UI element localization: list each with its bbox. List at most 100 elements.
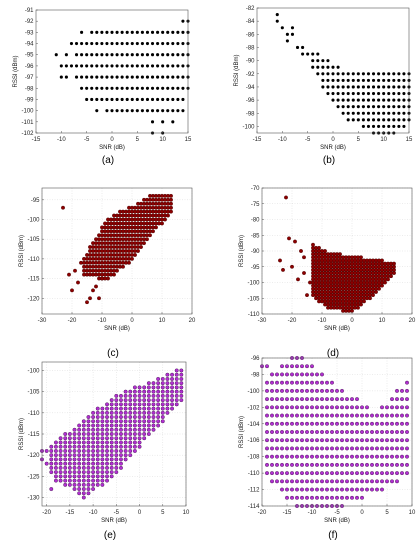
- data-point: [49, 449, 54, 453]
- data-point: [95, 465, 100, 470]
- data-point: [345, 454, 349, 459]
- x-tick-label: 5: [357, 137, 361, 143]
- data-point: [160, 221, 164, 226]
- data-point: [330, 495, 334, 500]
- data-point: [380, 258, 384, 263]
- data-point: [114, 449, 119, 453]
- data-point: [280, 471, 284, 476]
- data-point: [325, 446, 329, 451]
- data-point: [366, 98, 371, 102]
- data-point: [135, 42, 139, 46]
- data-point: [160, 415, 165, 419]
- data-point: [105, 415, 109, 419]
- data-point: [95, 449, 100, 453]
- y-tick-label: -86: [246, 32, 255, 38]
- data-point: [137, 444, 142, 449]
- data-point: [361, 91, 365, 96]
- data-point: [95, 86, 99, 90]
- data-point: [146, 402, 151, 407]
- data-point: [110, 53, 114, 57]
- data-point: [340, 495, 344, 500]
- data-point: [330, 446, 334, 451]
- data-point: [346, 105, 350, 109]
- data-point: [114, 444, 119, 449]
- data-point: [128, 436, 133, 441]
- data-point: [330, 430, 334, 434]
- data-point: [145, 86, 150, 90]
- data-point: [371, 98, 376, 102]
- data-point: [151, 229, 155, 234]
- data-point: [77, 470, 82, 475]
- data-point: [295, 421, 299, 426]
- y-tick-label: -84: [246, 19, 255, 25]
- data-point: [320, 479, 324, 484]
- data-point: [142, 415, 147, 419]
- data-point: [321, 85, 325, 89]
- data-point: [148, 233, 152, 238]
- data-point: [179, 368, 184, 373]
- data-point: [340, 413, 344, 418]
- data-point: [346, 98, 350, 102]
- data-point: [310, 454, 314, 459]
- data-point: [161, 109, 165, 113]
- data-point: [140, 97, 144, 101]
- data-point: [105, 410, 109, 415]
- panel-caption: (d): [327, 348, 339, 359]
- data-point: [392, 91, 396, 96]
- data-point: [320, 495, 324, 500]
- data-point: [58, 474, 63, 479]
- data-point: [86, 457, 91, 462]
- data-point: [151, 385, 156, 390]
- data-point: [114, 423, 119, 428]
- data-point: [105, 30, 109, 34]
- data-point: [265, 454, 269, 459]
- data-point: [275, 438, 279, 443]
- data-point: [86, 461, 91, 466]
- data-point: [91, 415, 96, 419]
- data-point: [125, 109, 129, 113]
- data-point: [350, 495, 354, 500]
- data-point: [179, 393, 184, 398]
- data-point: [338, 252, 342, 257]
- y-tick-label: -98: [246, 111, 255, 117]
- data-point: [316, 65, 320, 69]
- data-point: [300, 487, 304, 492]
- data-point: [165, 377, 170, 381]
- data-point: [280, 421, 284, 426]
- data-point: [405, 421, 409, 426]
- data-point: [280, 430, 284, 434]
- data-point: [326, 85, 330, 89]
- data-point: [300, 388, 304, 393]
- data-point: [137, 402, 142, 407]
- data-point: [382, 85, 386, 89]
- data-point: [140, 30, 144, 34]
- data-point: [105, 427, 109, 432]
- data-point: [350, 487, 354, 492]
- data-point: [305, 380, 309, 385]
- y-tick-label: -105: [247, 296, 260, 302]
- data-point: [151, 419, 156, 424]
- data-point: [85, 75, 89, 79]
- data-point: [301, 52, 305, 56]
- data-point: [355, 430, 359, 434]
- data-point: [63, 444, 68, 449]
- data-point: [125, 64, 129, 68]
- data-point: [171, 109, 175, 113]
- data-point: [310, 438, 314, 443]
- data-point: [351, 72, 355, 76]
- data-point: [325, 388, 329, 393]
- data-point: [100, 444, 105, 449]
- data-point: [405, 471, 409, 476]
- data-point: [402, 111, 406, 115]
- data-point: [310, 462, 314, 467]
- x-tick-label: 10: [183, 510, 190, 516]
- data-point: [160, 410, 165, 415]
- x-tick-label: -10: [89, 510, 98, 516]
- data-point: [270, 405, 274, 410]
- data-point: [91, 449, 96, 453]
- data-point: [166, 64, 170, 68]
- x-tick-label: 15: [185, 137, 192, 143]
- data-point: [305, 495, 309, 500]
- data-point: [63, 432, 68, 436]
- x-tick-label: 10: [159, 318, 166, 324]
